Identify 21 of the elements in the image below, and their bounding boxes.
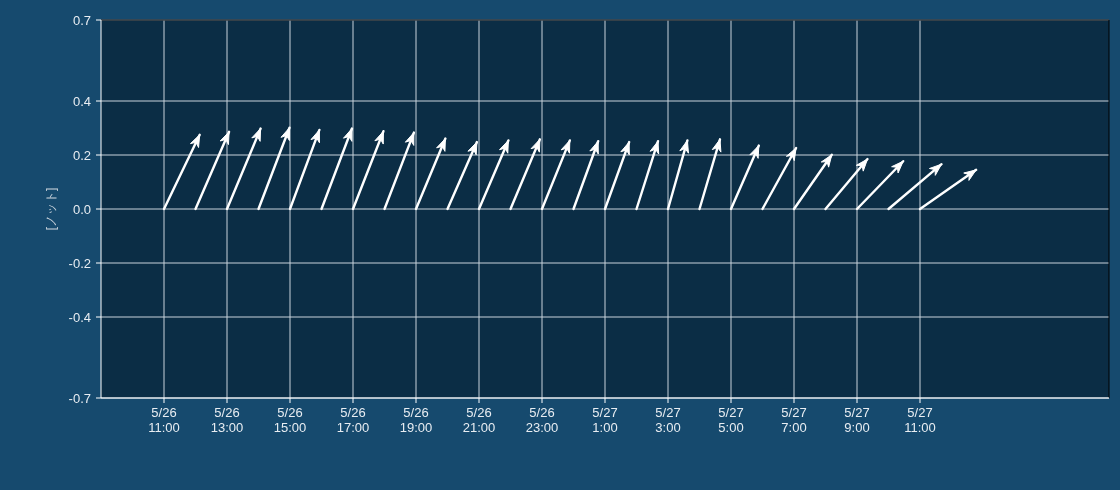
x-tick-label: 5/26 23:00 bbox=[525, 405, 559, 435]
y-axis-title: [ノット] bbox=[44, 187, 58, 231]
x-tick-label: 5/27 1:00 bbox=[592, 405, 618, 435]
x-tick-label: 5/27 5:00 bbox=[718, 405, 744, 435]
x-tick-label: 5/26 13:00 bbox=[210, 405, 244, 435]
x-tick-label: 5/26 17:00 bbox=[336, 405, 370, 435]
x-tick-label: 5/26 21:00 bbox=[462, 405, 496, 435]
x-tick-label: 5/27 11:00 bbox=[904, 405, 936, 435]
x-tick-label: 5/27 7:00 bbox=[781, 405, 807, 435]
y-tick-label: 0.4 bbox=[72, 93, 91, 109]
x-tick-label: 5/27 9:00 bbox=[844, 405, 870, 435]
y-tick-label: -0.2 bbox=[68, 255, 91, 271]
y-tick-label: -0.7 bbox=[68, 390, 91, 406]
y-tick-label: 0.7 bbox=[72, 12, 91, 28]
x-tick-label: 5/26 19:00 bbox=[399, 405, 433, 435]
y-tick-label: -0.4 bbox=[68, 309, 91, 325]
x-tick-label: 5/27 3:00 bbox=[655, 405, 681, 435]
y-tick-label: 0.0 bbox=[72, 201, 91, 217]
x-tick-label: 5/26 11:00 bbox=[148, 405, 180, 435]
x-tick-label: 5/26 15:00 bbox=[273, 405, 307, 435]
y-tick-label: 0.2 bbox=[72, 147, 91, 163]
